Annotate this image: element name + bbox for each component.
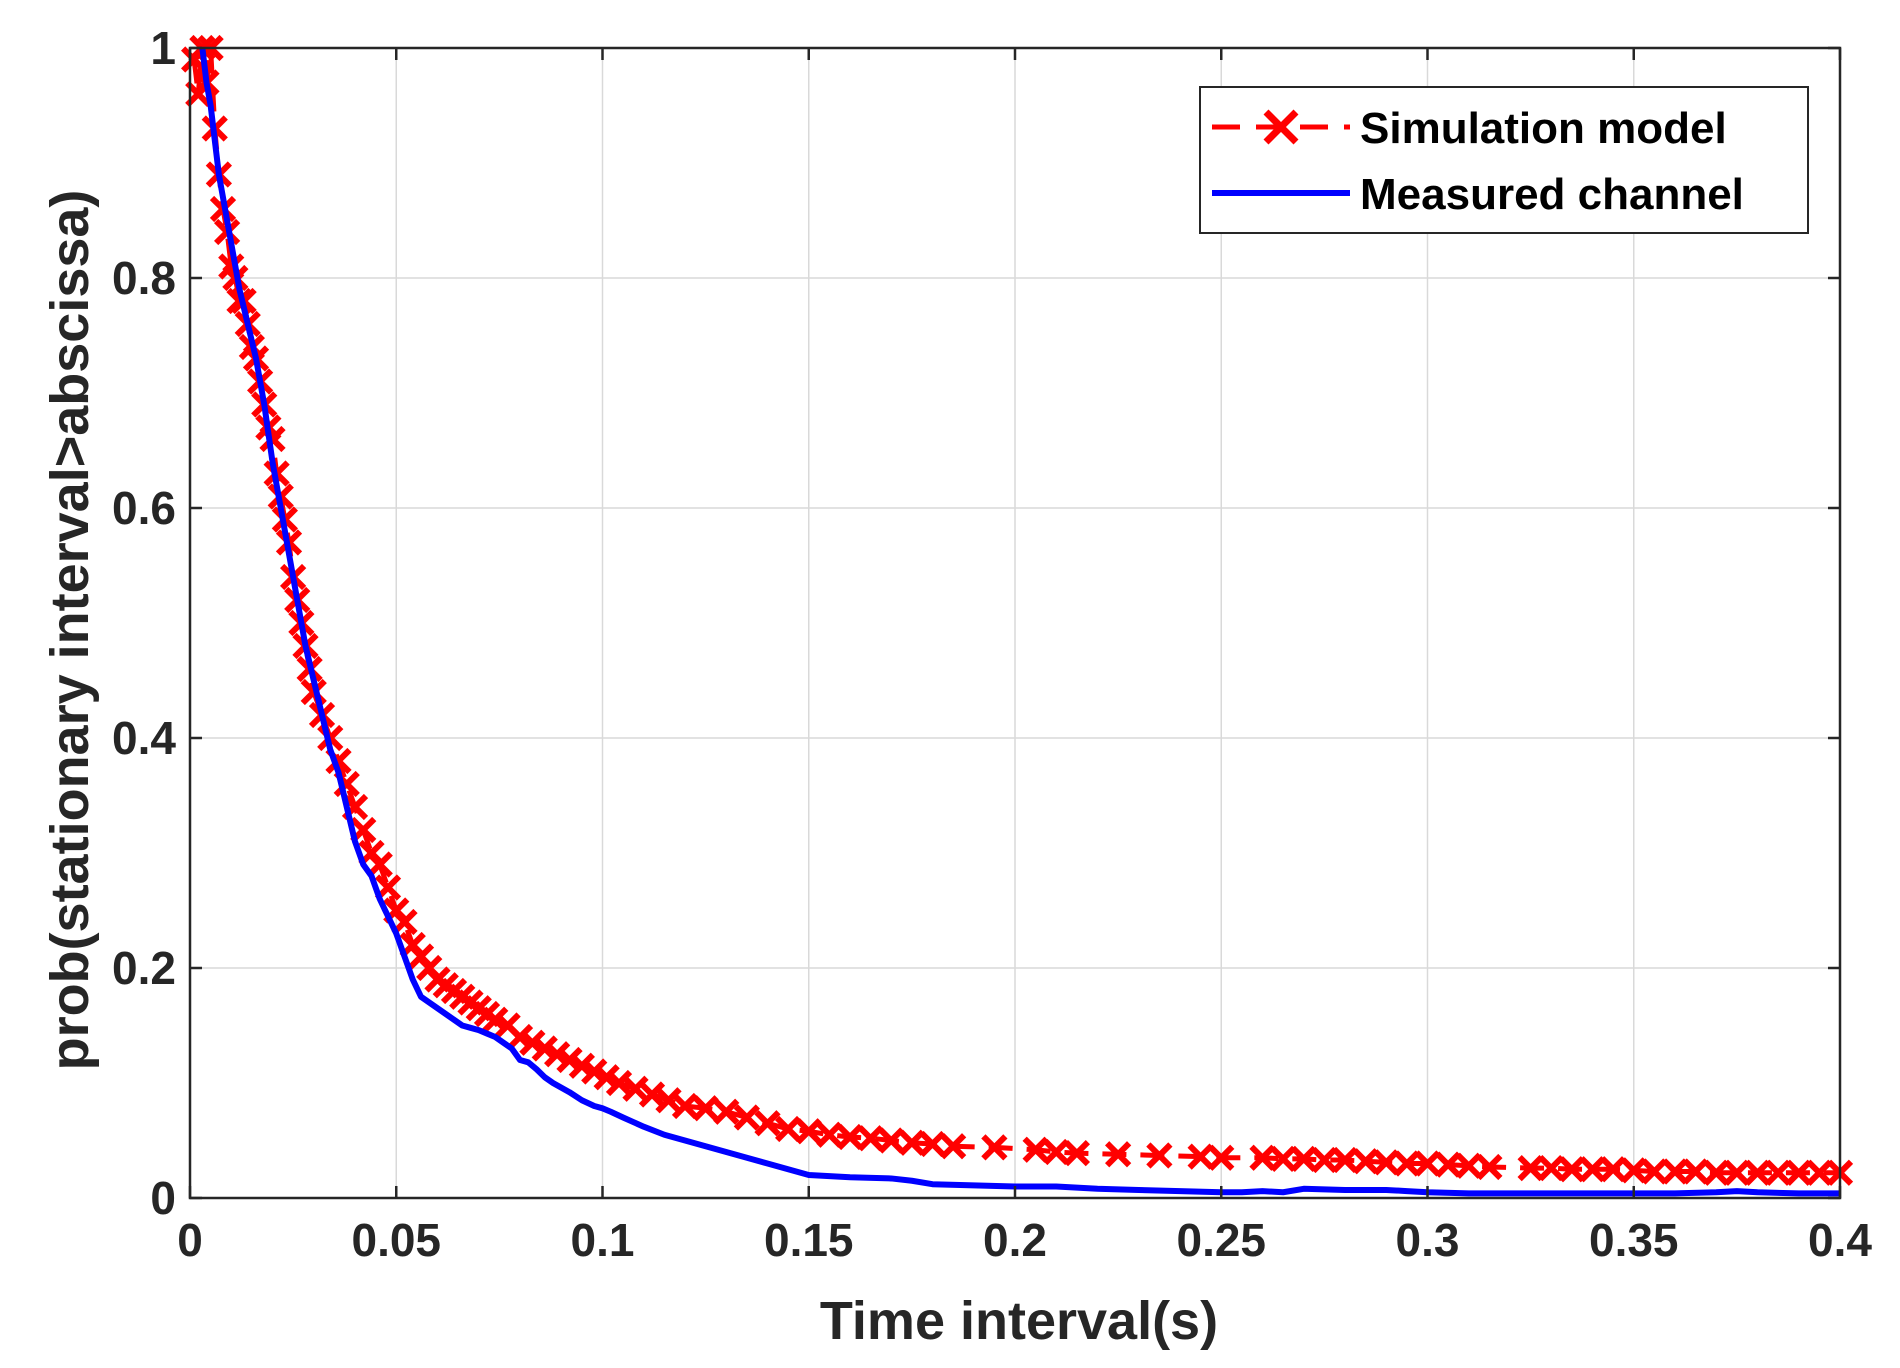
simulation-model-point (1311, 1146, 1338, 1174)
y-tick-label: 0.6 (112, 482, 176, 534)
simulation-model-point (1352, 1148, 1379, 1175)
series-layer (181, 34, 1854, 1197)
y-tick-label: 0.2 (112, 942, 176, 994)
simulation-model-point (713, 1098, 740, 1125)
x-tick-label: 0.25 (1176, 1214, 1266, 1266)
measured-channel-line (199, 47, 1840, 1197)
simulation-model-point (1723, 1159, 1750, 1186)
x-tick-label: 0 (177, 1214, 203, 1266)
simulation-model-point (1270, 1145, 1297, 1173)
series-simulation-model (181, 34, 1854, 1186)
simulation-model-point (1703, 1159, 1730, 1186)
legend-label-measured-channel: Measured channel (1360, 170, 1744, 219)
simulation-model-point (1682, 1158, 1709, 1185)
y-tick-label: 1 (150, 22, 176, 74)
simulation-model-point (1620, 1157, 1647, 1184)
simulation-model-point (1765, 1159, 1792, 1186)
simulation-model-point (1641, 1158, 1668, 1185)
x-axis-title: Time interval(s) (820, 1291, 1218, 1351)
simulation-model-point (1661, 1158, 1689, 1185)
x-tick-label: 0.1 (571, 1214, 635, 1266)
simulation-model-point (1744, 1159, 1771, 1186)
simulation-model-point (605, 1069, 633, 1097)
simulation-model-point (1538, 1154, 1565, 1182)
legend-box (1199, 86, 1809, 234)
x-tick-labels: 0 0.05 0.1 0.15 0.2 0.25 0.3 0.35 0.4 (177, 1214, 1872, 1266)
legend: Simulation model Measured channel (1199, 86, 1809, 234)
x-tick-label: 0.15 (764, 1214, 854, 1266)
simulation-model-point (1043, 1138, 1070, 1166)
simulation-model-point (1435, 1151, 1462, 1178)
legend-entry-measured-channel: Measured channel (1212, 170, 1744, 219)
simulation-model-point (754, 1110, 781, 1137)
simulation-model-point (1331, 1146, 1359, 1174)
simulation-model-point (655, 1087, 682, 1114)
simulation-model-point (981, 1134, 1008, 1161)
simulation-model-point (1249, 1144, 1276, 1171)
legend-entry-simulation-model: Simulation model (1212, 104, 1727, 153)
simulation-model-point (1414, 1150, 1441, 1177)
x-tick-label: 0.05 (351, 1214, 441, 1266)
simulation-model-point (692, 1095, 719, 1122)
simulation-model-point (898, 1129, 925, 1156)
simulation-model-point (1806, 1159, 1833, 1186)
simulation-model-point (1558, 1156, 1585, 1183)
simulation-model-point (857, 1125, 884, 1152)
simulation-model-point (1455, 1152, 1482, 1179)
simulation-model-point (671, 1092, 699, 1120)
simulation-model-point (1105, 1141, 1132, 1168)
simulation-model-point (622, 1075, 649, 1102)
y-tick-label: 0 (150, 1172, 176, 1224)
simulation-model-point (1063, 1140, 1090, 1167)
simulation-model-point (1187, 1143, 1214, 1170)
simulation-model-point (733, 1104, 760, 1131)
simulation-model-point (878, 1127, 905, 1154)
x-tick-label: 0.35 (1589, 1214, 1679, 1266)
simulation-model-point (1579, 1156, 1606, 1183)
simulation-model-point (1208, 1144, 1235, 1171)
x-tick-label: 0.4 (1808, 1214, 1872, 1266)
simulation-model-point (1373, 1149, 1400, 1176)
y-axis-title: prob(stationary interval>abscissa) (40, 190, 100, 1071)
y-tick-label: 0.4 (112, 712, 176, 764)
simulation-model-point (816, 1121, 843, 1148)
x-tick-label: 0.3 (1396, 1214, 1460, 1266)
simulation-model-point (1517, 1154, 1544, 1182)
x-tick-label: 0.2 (983, 1214, 1047, 1266)
simulation-model-point (1146, 1142, 1173, 1169)
simulation-model-point (836, 1123, 864, 1151)
y-tick-labels: 0 0.2 0.4 0.6 0.8 1 (112, 22, 176, 1224)
simulation-model-point (1785, 1159, 1812, 1186)
grid-lines (189, 47, 1841, 1199)
simulation-model-point (919, 1130, 946, 1158)
legend-label-simulation-model: Simulation model (1360, 104, 1727, 153)
simulation-model-point (940, 1133, 967, 1160)
simulation-model-point (1022, 1136, 1049, 1163)
simulation-model-point (366, 851, 393, 878)
simulation-model-point (775, 1115, 802, 1143)
simulation-model-point (1290, 1145, 1317, 1173)
tick-marks (188, 46, 1842, 1200)
simulation-model-point (795, 1118, 822, 1145)
legend-marker-x-icon (1263, 109, 1299, 145)
simulation-model-point (1476, 1153, 1503, 1181)
y-tick-label: 0.8 (112, 252, 176, 304)
simulation-model-point (1393, 1150, 1420, 1177)
simulation-model-point (1600, 1156, 1627, 1183)
simulation-model-point (638, 1081, 666, 1108)
